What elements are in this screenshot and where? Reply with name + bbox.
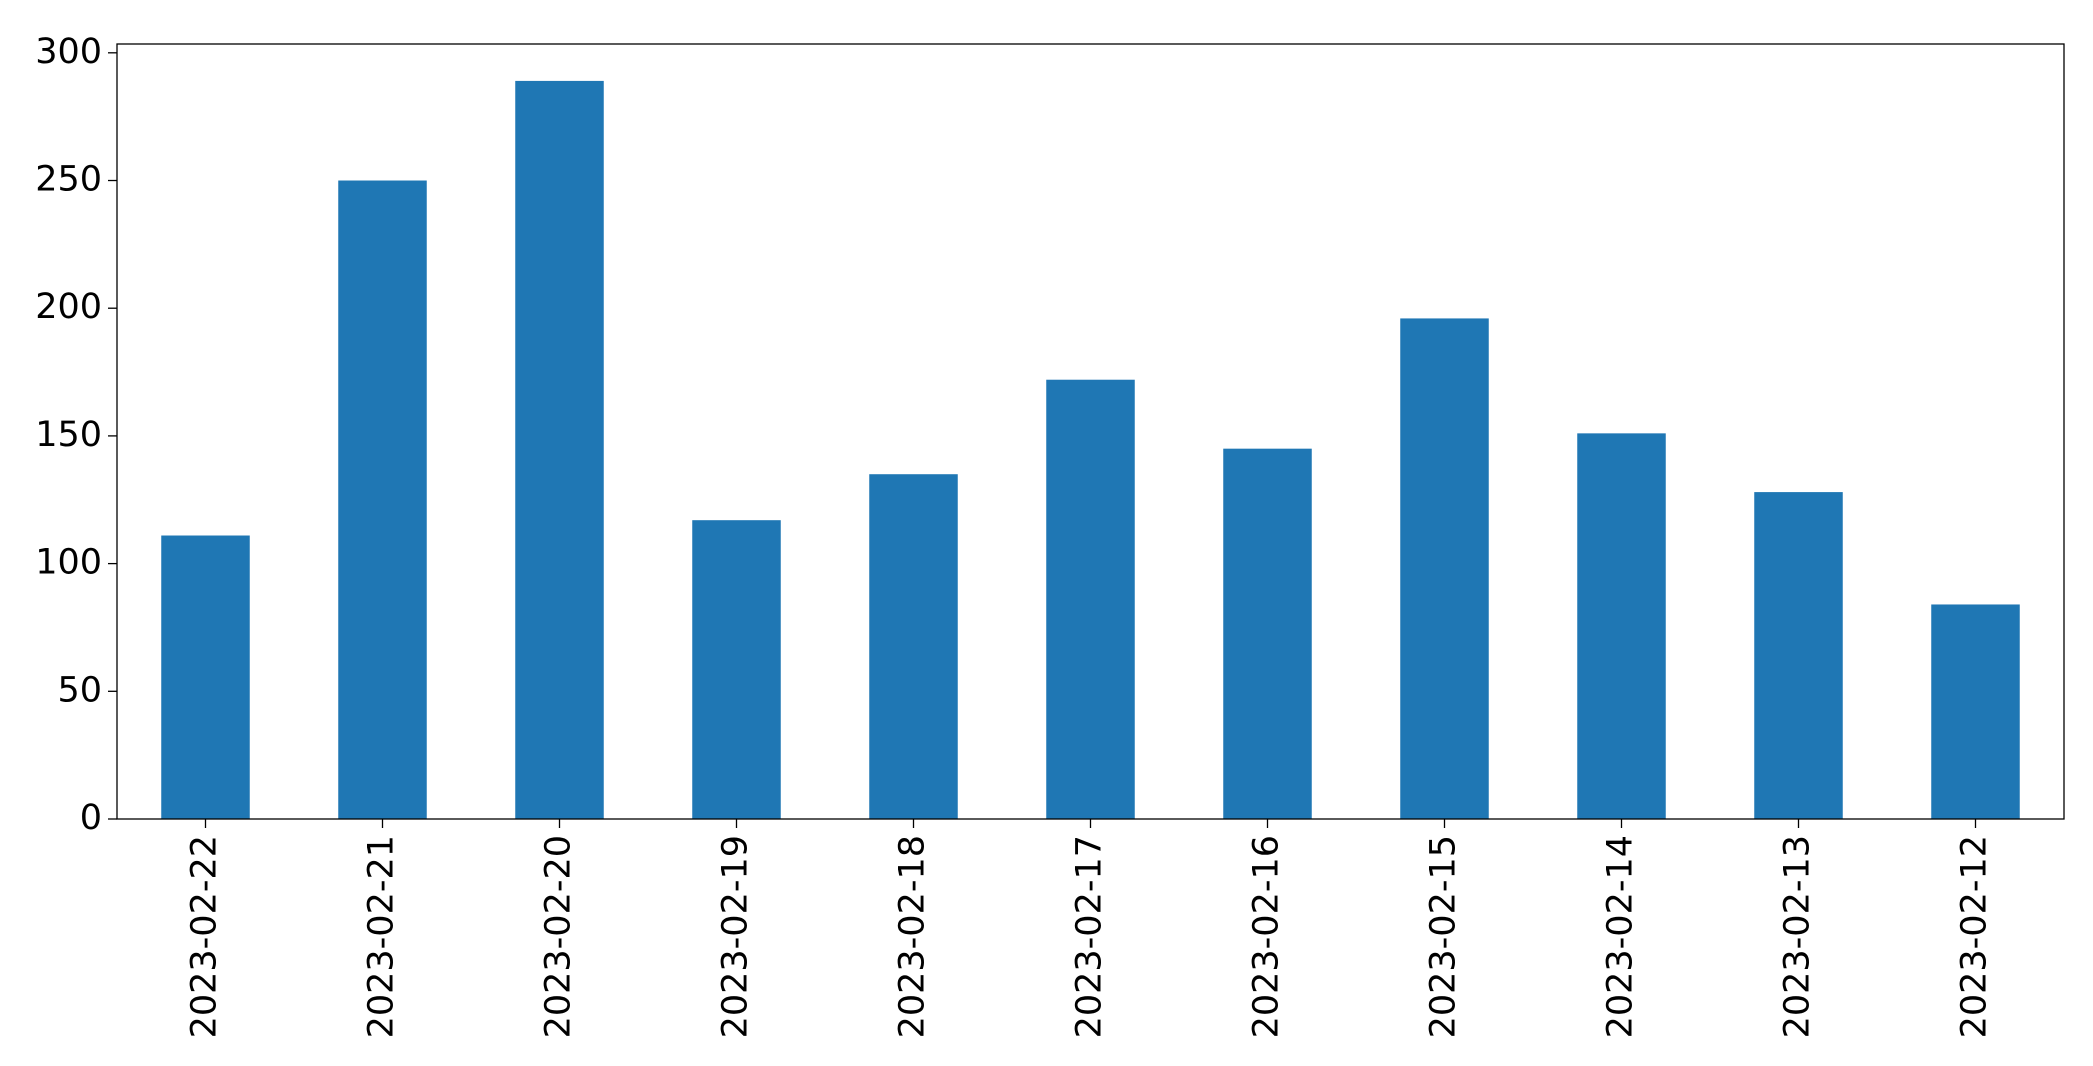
bar	[1223, 448, 1312, 819]
y-tick-label: 200	[35, 287, 102, 327]
bar	[1400, 318, 1489, 819]
plot-frame	[116, 43, 2065, 820]
y-tick-label: 50	[57, 670, 102, 710]
x-tick-label: 2023-02-16	[1247, 835, 1287, 1038]
x-tick-label: 2023-02-15	[1424, 835, 1464, 1038]
x-tick-label: 2023-02-13	[1778, 835, 1818, 1038]
bar	[1577, 433, 1666, 819]
y-tick-label: 100	[35, 543, 102, 583]
x-tick-label: 2023-02-18	[893, 835, 933, 1038]
x-tick-label: 2023-02-12	[1955, 835, 1995, 1038]
y-tick-label: 250	[35, 160, 102, 200]
bar	[1931, 604, 2020, 819]
bar	[869, 474, 958, 819]
y-tick-label: 300	[35, 32, 102, 72]
bar	[692, 520, 781, 819]
bar	[161, 535, 250, 819]
x-tick-label: 2023-02-17	[1070, 835, 1110, 1038]
y-tick-label: 150	[35, 415, 102, 455]
bar	[1046, 379, 1135, 819]
y-tick-label: 0	[80, 798, 102, 838]
bar	[1754, 492, 1843, 819]
x-tick-label: 2023-02-19	[716, 835, 756, 1038]
x-tick-label: 2023-02-14	[1601, 835, 1641, 1038]
x-tick-label: 2023-02-22	[185, 835, 225, 1038]
bar	[338, 180, 427, 820]
x-tick-label: 2023-02-20	[539, 835, 579, 1038]
bar	[515, 80, 604, 819]
x-tick-label: 2023-02-21	[362, 835, 402, 1038]
